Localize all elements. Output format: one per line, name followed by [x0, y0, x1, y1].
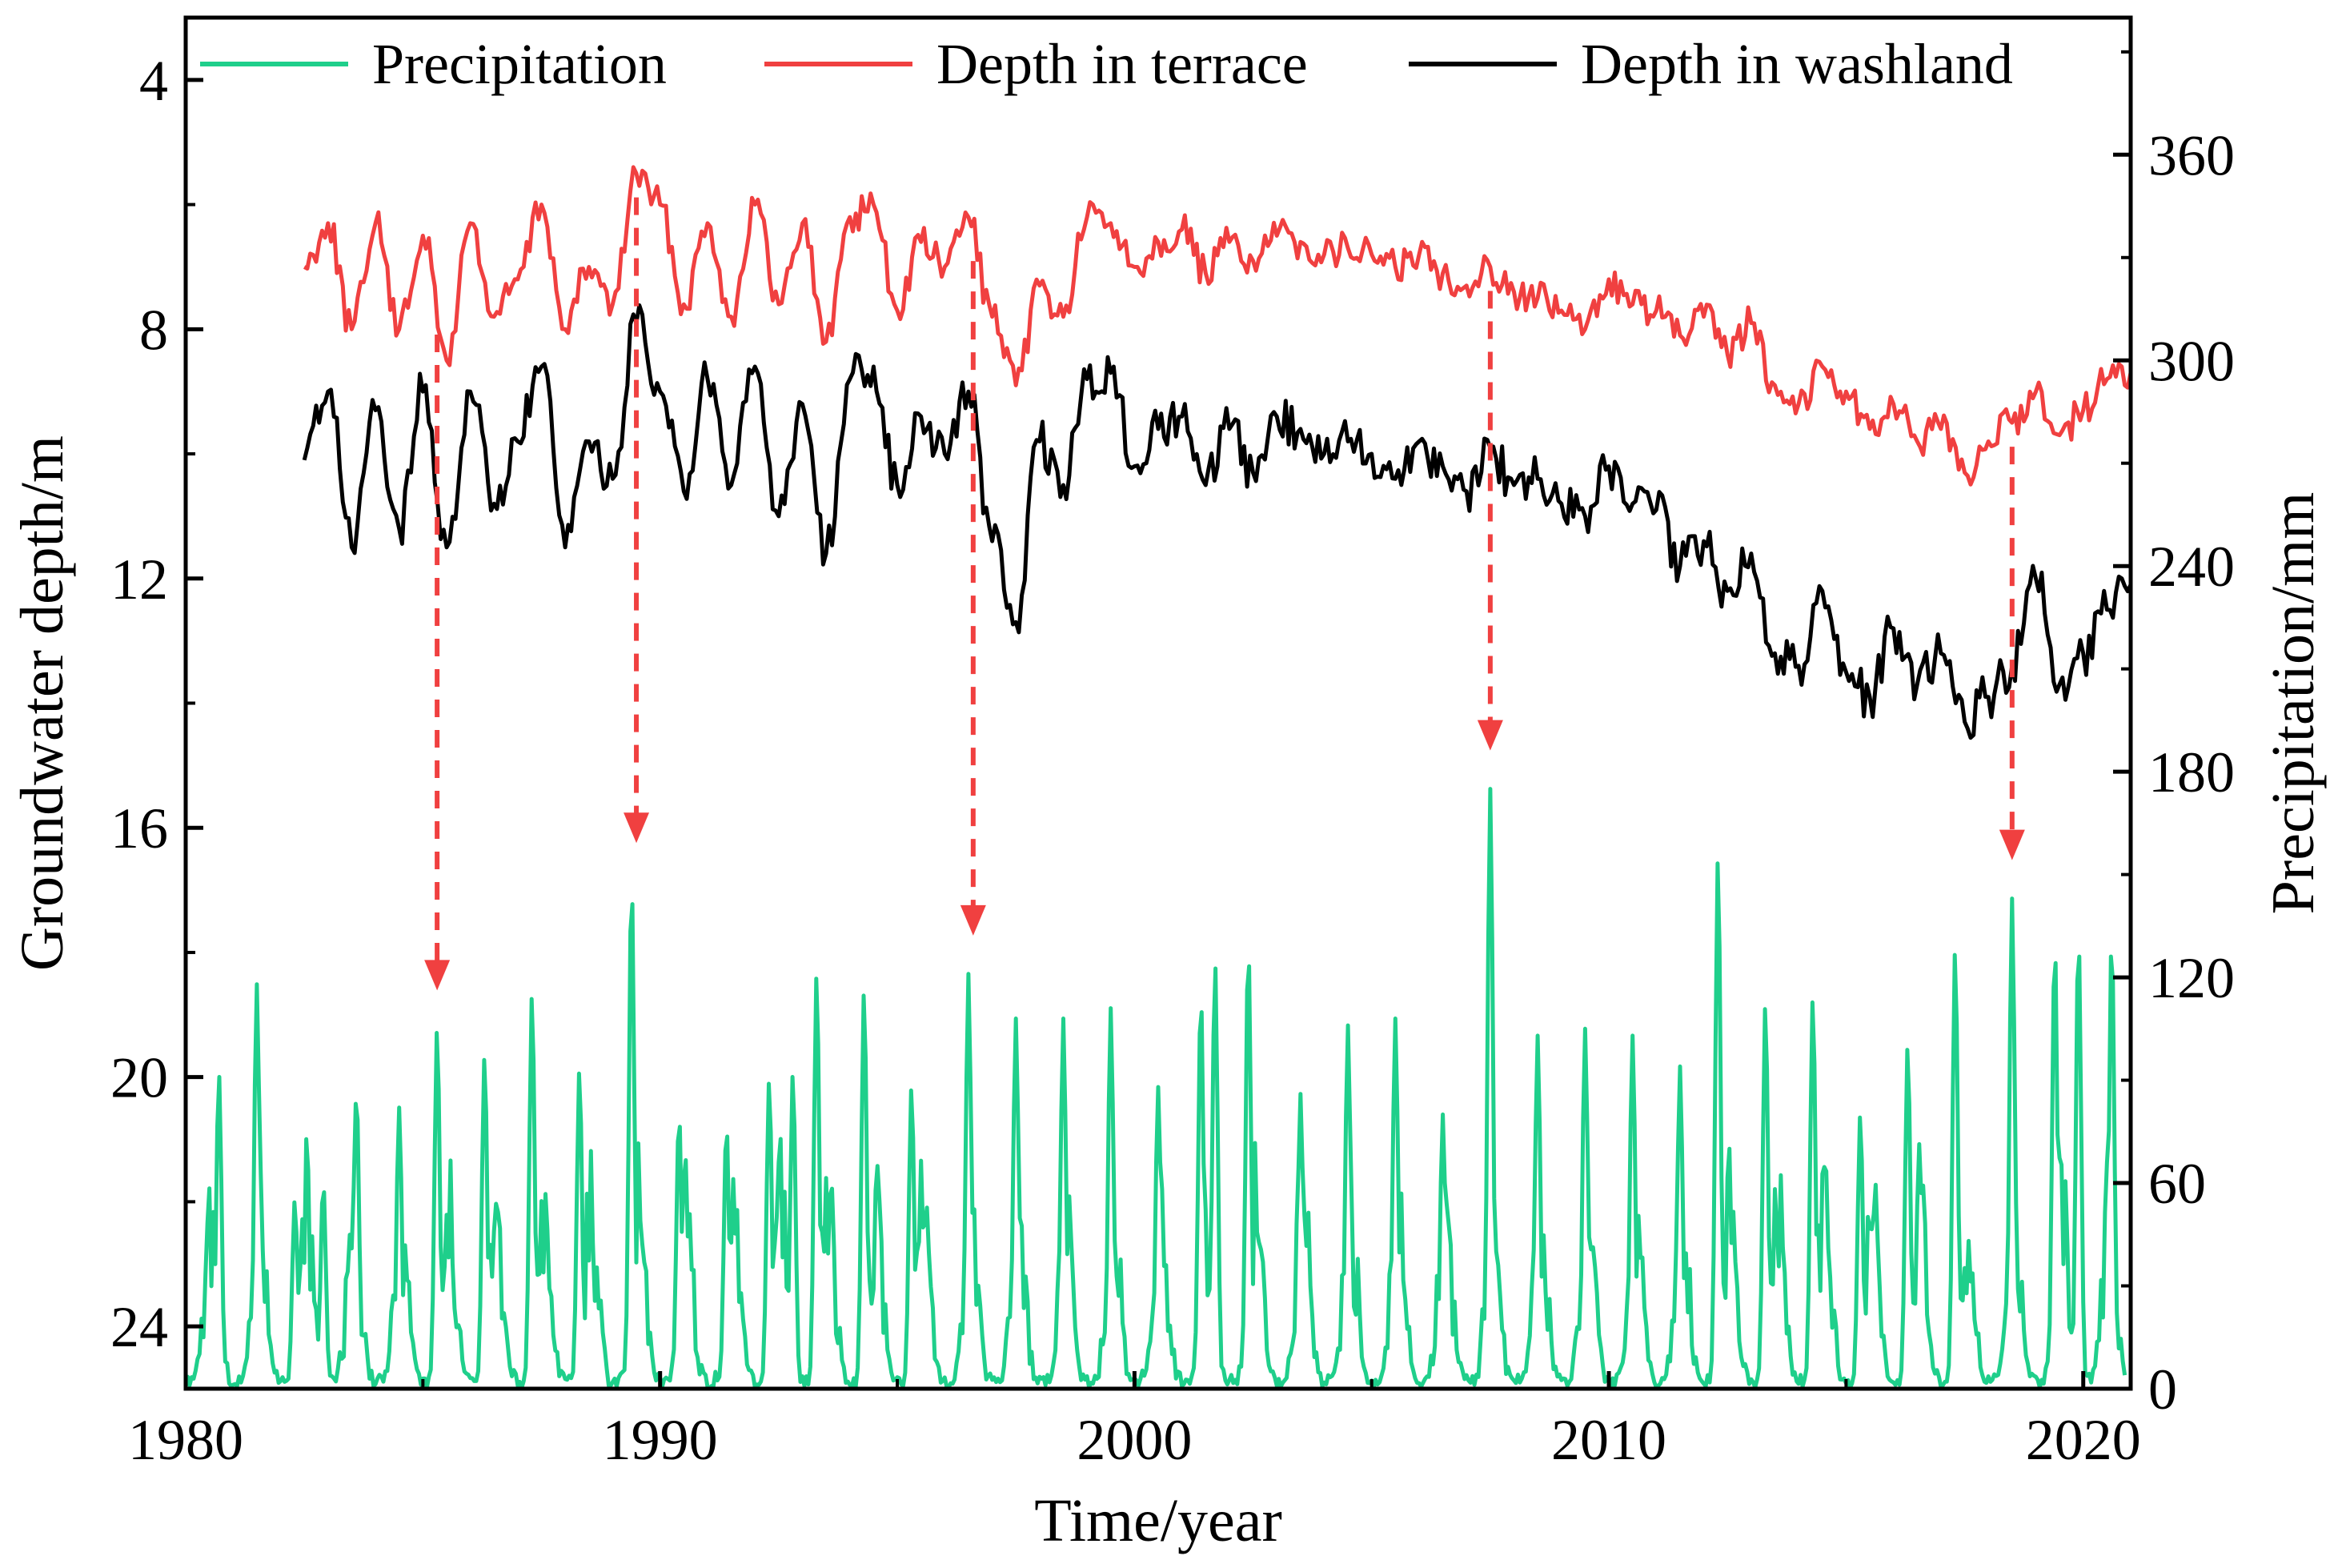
annotation-arrow-head	[960, 904, 986, 936]
y-right-tick-label: 120	[2148, 946, 2235, 1010]
y-right-tick-label: 180	[2148, 740, 2235, 804]
y-left-tick-label: 12	[110, 547, 168, 612]
y-left-tick-label: 24	[110, 1295, 168, 1359]
y-right-tick-label: 360	[2148, 123, 2235, 187]
y-left-tick-label: 8	[139, 298, 168, 362]
y-axis-right-label: Precipitation/mm	[2260, 492, 2327, 915]
y-left-tick-label: 4	[139, 49, 168, 113]
annotation-arrow-head	[1477, 720, 1503, 751]
y-axis-left-label: Groundwater depth/m	[9, 435, 76, 971]
plot-background	[186, 18, 2131, 1389]
legend-label-washland: Depth in washland	[1581, 32, 2013, 96]
annotation-layer	[424, 197, 2025, 991]
y-right-tick-label: 60	[2148, 1152, 2206, 1216]
legend: Precipitation Depth in terrace Depth in wa…	[200, 32, 2013, 96]
series-line-precipitation	[186, 787, 2127, 1389]
series-layer	[186, 165, 2131, 1389]
axes-layer: 1980 1990 2000 2010 202048121620240601201802…	[110, 15, 2235, 1472]
legend-label-terrace: Depth in terrace	[936, 32, 1308, 96]
x-tick-label: 2000	[1077, 1408, 1192, 1472]
y-right-tick-label: 240	[2148, 535, 2235, 599]
x-tick-label: 1990	[603, 1408, 718, 1472]
y-right-tick-label: 0	[2148, 1357, 2177, 1422]
annotation-arrow-head	[424, 960, 451, 991]
x-tick-label: 1980	[128, 1408, 243, 1472]
x-axis-label: Time/year	[1034, 1487, 1282, 1554]
annotation-arrow-head	[1999, 829, 2025, 860]
x-tick-label: 2020	[2026, 1408, 2141, 1472]
y-left-tick-label: 16	[110, 796, 168, 860]
series-line-depth-in-washland	[302, 303, 2131, 740]
plot-area	[186, 18, 2131, 1389]
annotation-arrow-head	[624, 812, 650, 844]
legend-label-precip: Precipitation	[372, 32, 667, 96]
x-tick-label: 2010	[1551, 1408, 1666, 1472]
y-left-tick-label: 20	[110, 1046, 168, 1110]
series-line-depth-in-terrace	[303, 165, 2131, 487]
y-right-tick-label: 300	[2148, 329, 2235, 393]
